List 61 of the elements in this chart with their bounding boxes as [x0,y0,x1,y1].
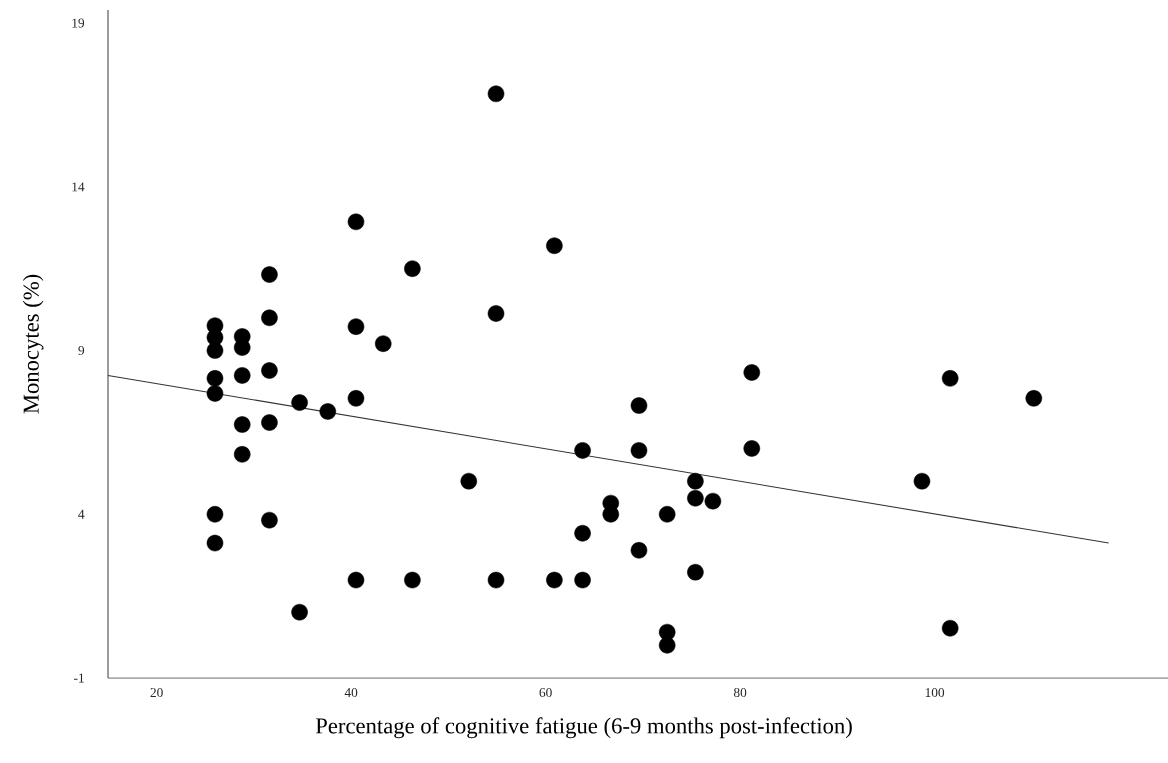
y-tick-label: 9 [78,346,85,356]
point [941,370,959,387]
x-tick-label: 80 [733,688,747,698]
point [704,492,722,510]
point [630,397,648,414]
point [319,403,337,420]
point [687,563,704,581]
point [460,472,478,490]
point [233,446,251,463]
point [347,390,365,407]
point [261,362,278,379]
point [206,534,224,552]
x-axis-title: Percentage of cognitive fatigue (6-9 months post-infection) [315,717,852,739]
point [574,442,591,459]
point [206,505,224,523]
point [206,370,224,387]
point [347,318,365,335]
point [574,571,591,589]
point [347,213,365,231]
point [1025,390,1043,407]
point [546,237,563,255]
point [630,442,648,459]
point [487,571,505,589]
point [658,636,676,654]
x-tick-label: 100 [925,688,945,698]
point [347,571,365,589]
point [233,367,251,384]
y-tick-label: 14 [72,182,85,192]
y-tick-label: -1 [74,673,84,683]
point [206,385,224,402]
y-tick-label: 19 [72,18,85,28]
point [404,260,421,277]
x-tick-label: 60 [539,688,552,698]
point [941,619,959,637]
y-axis-title: Monocytes (%) [22,274,44,414]
point [574,524,591,542]
x-tick-label: 40 [344,688,358,698]
point [743,440,761,457]
point [206,342,224,359]
point [261,266,278,283]
point [658,505,676,523]
point [261,309,278,327]
point [487,85,505,103]
point [404,571,421,589]
point [374,335,392,352]
point [630,542,648,559]
point [487,305,505,322]
point [687,472,704,490]
point [291,394,308,411]
point [743,364,761,381]
y-tick-label: 4 [78,509,85,519]
point [913,472,931,490]
point [261,414,278,431]
point [546,571,563,589]
point [206,329,224,346]
point [261,511,278,529]
point [233,416,251,433]
point [687,489,704,507]
point [291,603,308,621]
x-tick-label: 20 [150,688,163,698]
point [233,339,251,356]
